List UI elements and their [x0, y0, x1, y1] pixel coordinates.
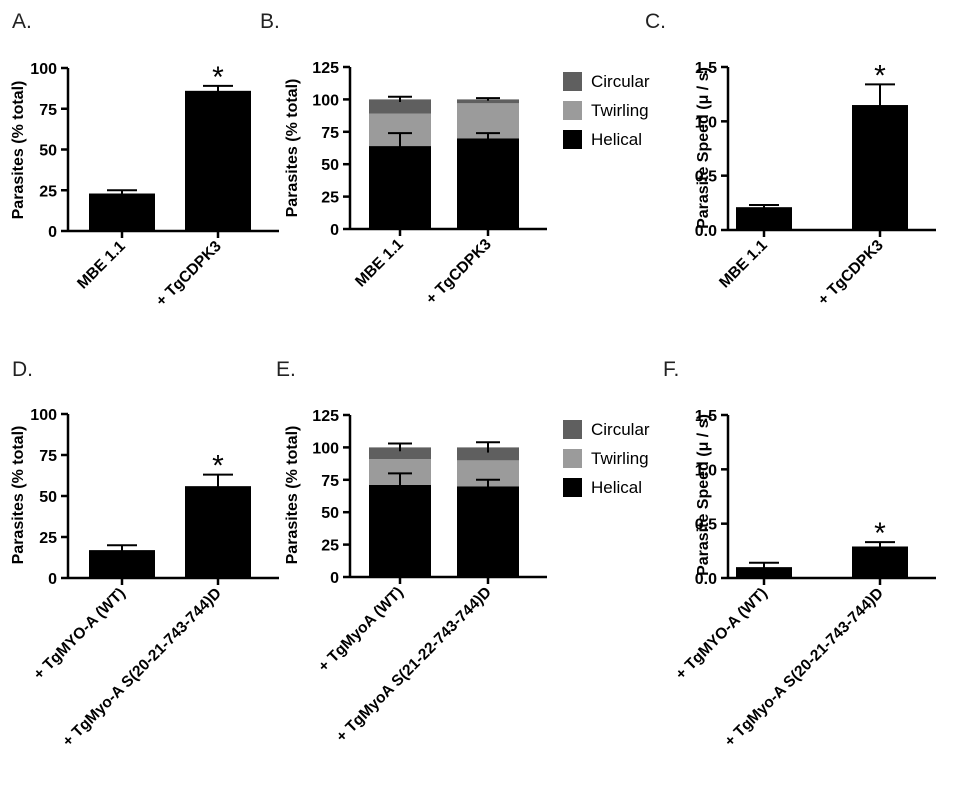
bar — [736, 207, 792, 230]
legend-swatch — [563, 449, 582, 468]
bar-segment-circular — [457, 99, 519, 104]
chart-panel-2: B. 0 25 50 75 100 125 Parasites (% total) MBE 1.… — [260, 10, 650, 308]
legend-label: Helical — [591, 478, 642, 497]
bar-segment-helical — [369, 484, 431, 577]
panel-letter: B. — [260, 10, 280, 33]
y-tick-label: 75 — [321, 125, 339, 142]
bar-segment-circular — [369, 99, 431, 114]
panel-letter: F. — [663, 358, 679, 381]
y-tick-label: 50 — [321, 157, 339, 174]
significance-star: * — [212, 61, 224, 94]
category-label: MBE 1.1 — [352, 236, 407, 291]
category-label: + TgMYO-A (WT) — [672, 585, 770, 683]
legend-label: Circular — [591, 72, 650, 91]
bar-segment-helical — [369, 146, 431, 229]
bar — [89, 193, 155, 231]
category-label: + TgMYO-A (WT) — [30, 585, 128, 683]
y-tick-label: 0.5 — [695, 517, 717, 534]
legend-label: Helical — [591, 130, 642, 149]
y-tick-label: 25 — [321, 538, 339, 555]
y-tick-label: 100 — [312, 440, 339, 457]
y-tick-label: 0 — [48, 571, 57, 588]
legend-swatch — [563, 72, 582, 91]
y-axis-label: Parasites (% total) — [10, 426, 27, 565]
y-tick-label: 0 — [48, 224, 57, 241]
panel-letter: A. — [12, 10, 32, 33]
y-tick-label: 75 — [39, 102, 57, 119]
legend-label: Twirling — [591, 101, 649, 120]
panel-letter: C. — [645, 10, 666, 33]
category-label: MBE 1.1 — [74, 238, 129, 293]
category-label: + TgMyoA (WT) — [315, 584, 407, 676]
category-label: + TgMyo-A S(20-21-743-744)D — [59, 585, 224, 750]
y-tick-label: 75 — [39, 448, 57, 465]
bar — [852, 546, 908, 578]
y-tick-label: 50 — [321, 505, 339, 522]
y-tick-label: 1.5 — [695, 60, 717, 77]
bar — [852, 105, 908, 230]
y-tick-label: 25 — [39, 530, 57, 547]
bar-segment-circular — [457, 447, 519, 461]
panel-letter: E. — [276, 358, 296, 381]
bar — [736, 567, 792, 578]
legend-swatch — [563, 101, 582, 120]
y-tick-label: 0 — [330, 222, 339, 239]
significance-star: * — [874, 59, 886, 92]
category-label: + TgCDPK3 — [153, 238, 225, 310]
y-tick-label: 0 — [330, 570, 339, 587]
legend-label: Twirling — [591, 449, 649, 468]
significance-star: * — [874, 517, 886, 550]
y-axis-label: Parasites (% total) — [284, 426, 301, 565]
category-label: + TgMyoA S(21-22-743-744)D — [333, 584, 495, 746]
bar — [185, 90, 251, 231]
bar-segment-circular — [369, 447, 431, 460]
category-label: MBE 1.1 — [716, 237, 771, 292]
y-tick-label: 1.5 — [695, 408, 717, 425]
bar-segment-helical — [457, 138, 519, 229]
y-axis-label: Parasite Speed (μ / s) — [695, 67, 712, 229]
legend-label: Circular — [591, 420, 650, 439]
category-label: + TgCDPK3 — [423, 236, 495, 308]
chart-panel-5: E. 0 25 50 75 100 125 Parasites (% total) + TgMy… — [276, 358, 650, 746]
y-axis-label: Parasites (% total) — [284, 79, 301, 218]
y-axis-label: Parasites (% total) — [10, 81, 27, 220]
legend-swatch — [563, 130, 582, 149]
legend-swatch — [563, 420, 582, 439]
y-tick-label: 0.0 — [695, 223, 717, 240]
y-tick-label: 100 — [312, 92, 339, 109]
y-tick-label: 125 — [312, 408, 339, 425]
category-label: + TgCDPK3 — [815, 237, 887, 309]
panel-letter: D. — [12, 358, 33, 381]
y-tick-label: 25 — [39, 183, 57, 200]
y-tick-label: 1.0 — [695, 462, 717, 479]
y-tick-label: 25 — [321, 190, 339, 207]
y-tick-label: 0.5 — [695, 169, 717, 186]
y-tick-label: 50 — [39, 489, 57, 506]
y-tick-label: 1.0 — [695, 114, 717, 131]
y-tick-label: 125 — [312, 60, 339, 77]
y-tick-label: 100 — [30, 61, 57, 78]
bar — [185, 486, 251, 578]
bar-segment-helical — [457, 486, 519, 577]
significance-star: * — [212, 450, 224, 483]
y-axis-label: Parasite Speed (μ / s) — [695, 414, 712, 576]
y-tick-label: 50 — [39, 143, 57, 160]
y-tick-label: 0.0 — [695, 571, 717, 588]
y-tick-label: 100 — [30, 407, 57, 424]
y-tick-label: 75 — [321, 473, 339, 490]
legend-swatch — [563, 478, 582, 497]
